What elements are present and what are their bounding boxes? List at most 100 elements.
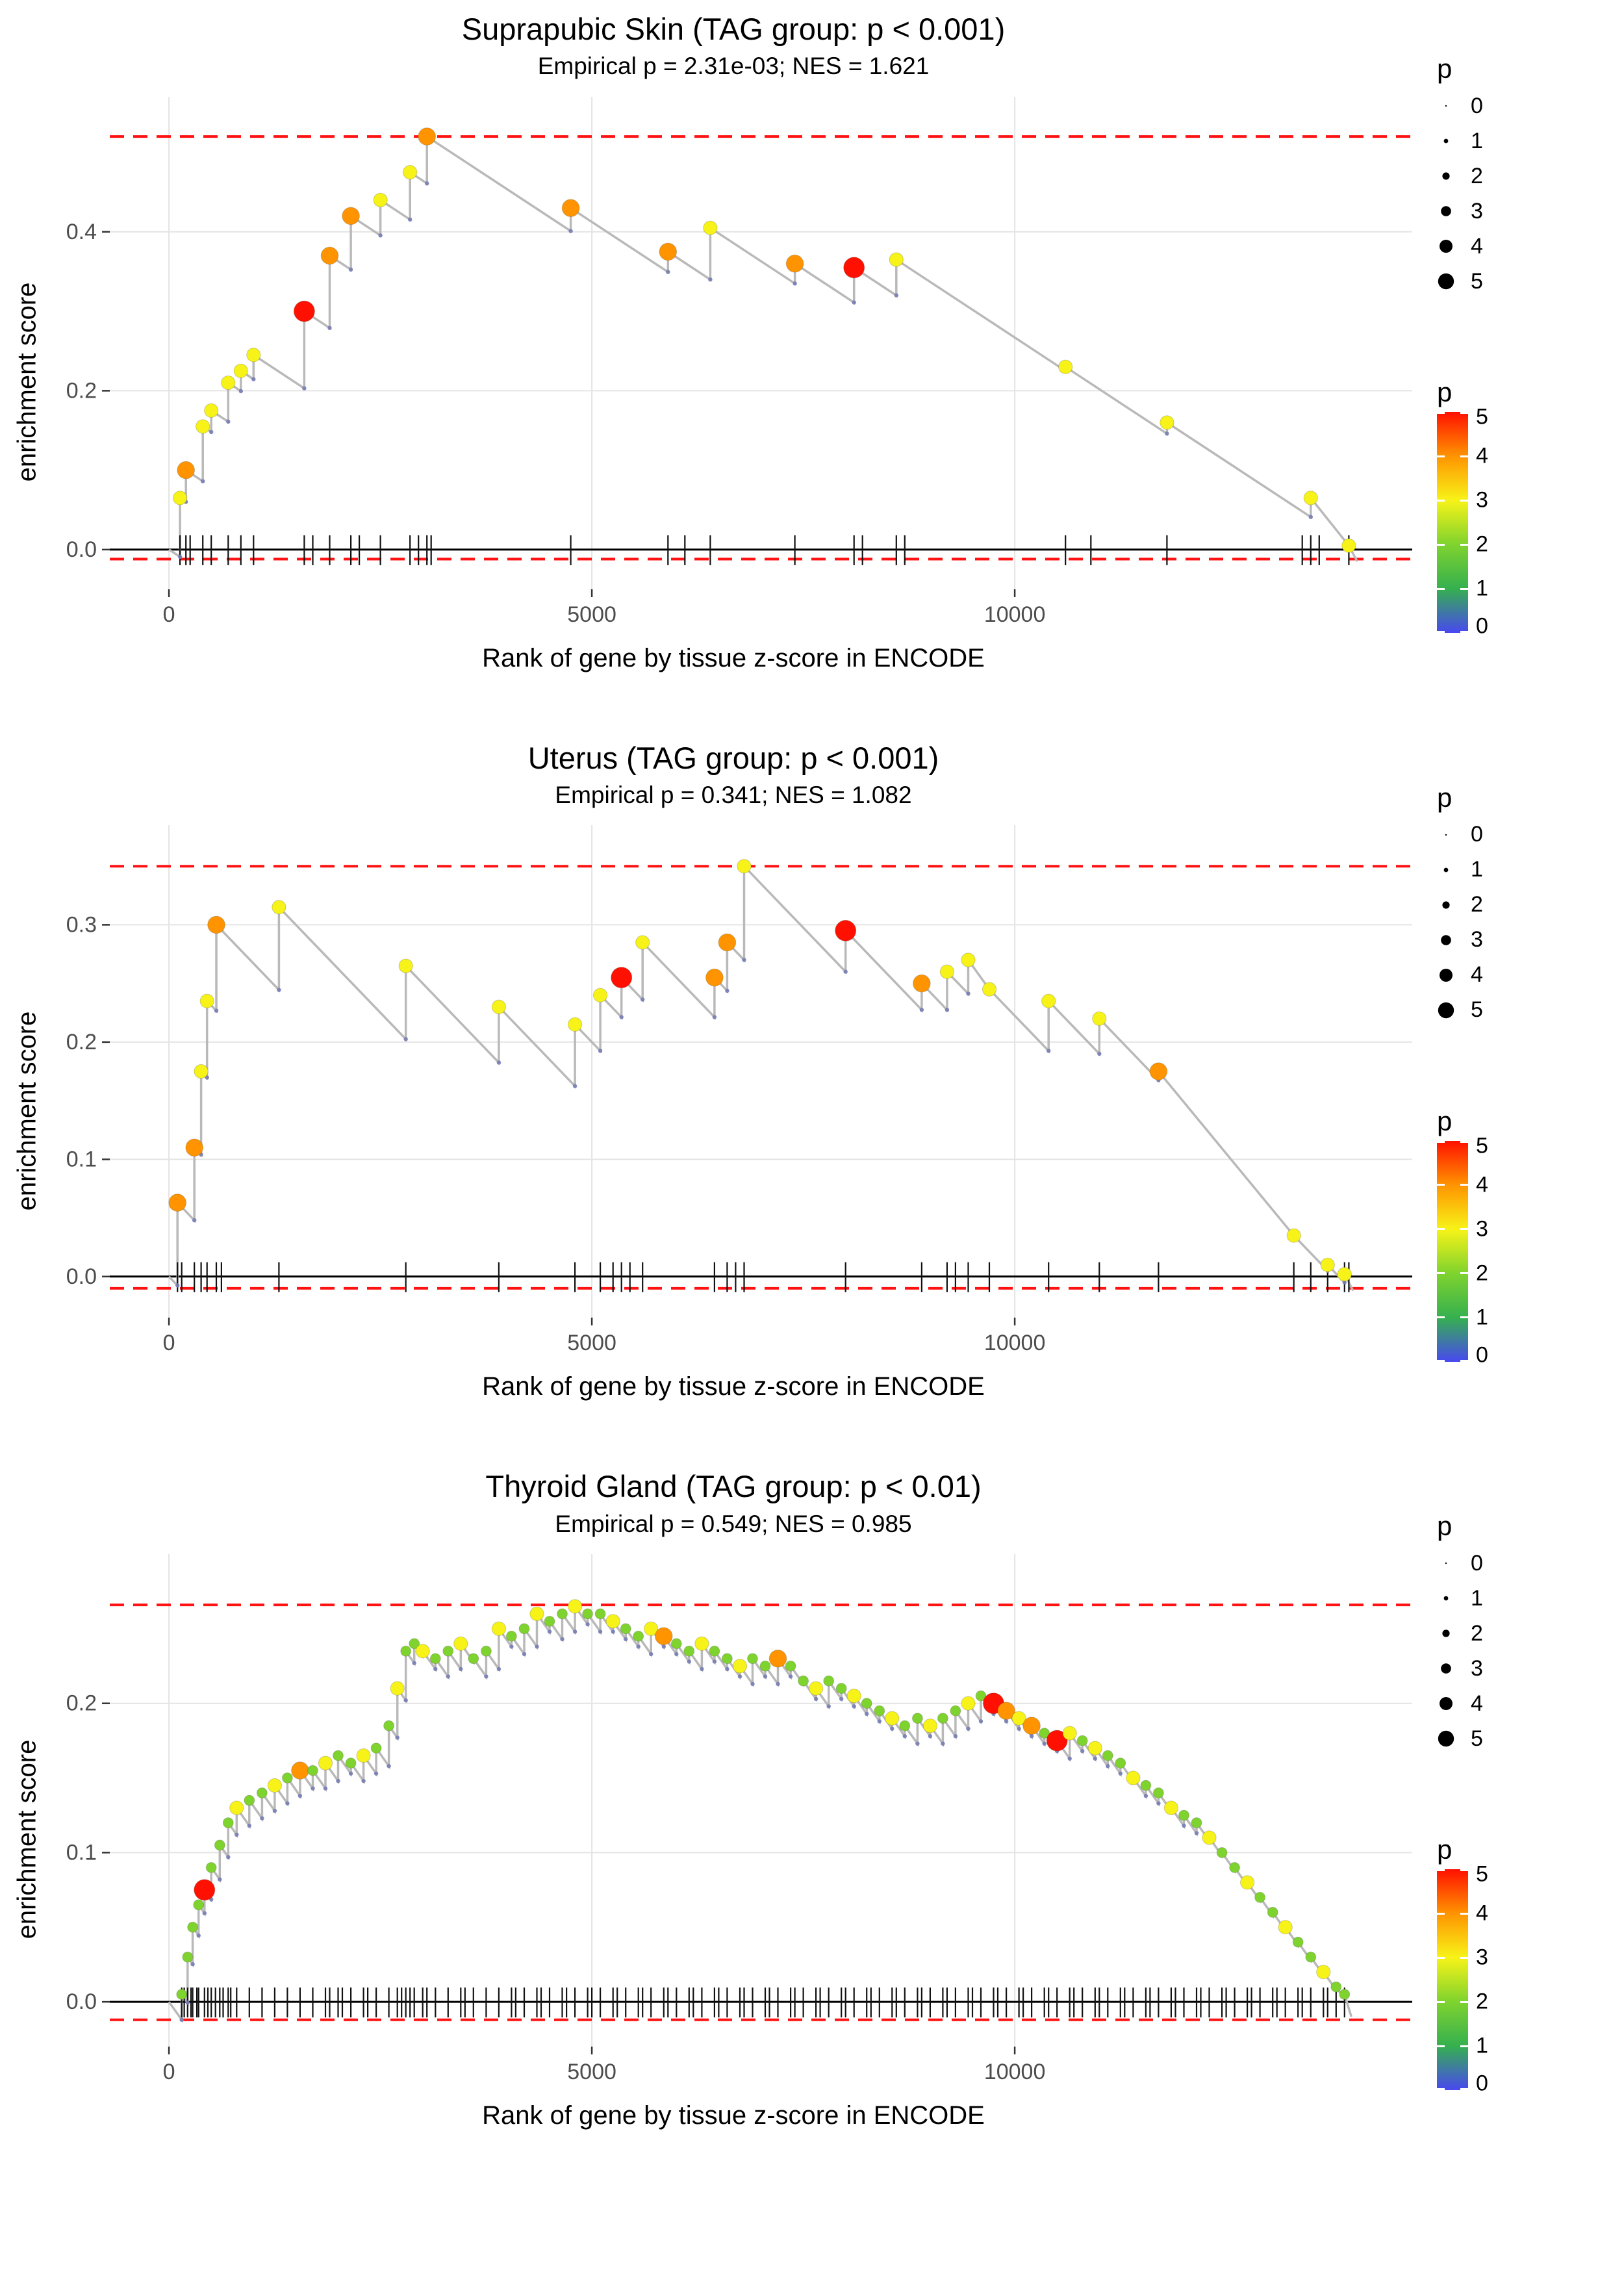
dip-dot	[238, 389, 243, 393]
colorbar-tick	[1460, 1272, 1468, 1275]
dip-dot	[196, 1934, 201, 1938]
dip-dot	[560, 1637, 565, 1642]
dip-dot	[598, 1049, 603, 1054]
colorbar-tick	[1437, 1912, 1445, 1915]
data-point	[605, 1614, 620, 1629]
data-point	[703, 220, 718, 235]
dip-dot	[1067, 1756, 1072, 1761]
colorbar-label: 2	[1476, 531, 1488, 557]
data-point	[1305, 1952, 1317, 1963]
dip-dot	[611, 1629, 615, 1634]
data-point	[168, 1194, 186, 1212]
data-point	[342, 207, 360, 225]
data-point	[373, 192, 388, 207]
data-point	[722, 1653, 733, 1665]
data-point	[356, 1748, 371, 1763]
dip-dot	[598, 1629, 603, 1634]
dip-dot	[260, 1816, 264, 1821]
dip-dot	[298, 1794, 303, 1798]
data-point	[1149, 1062, 1168, 1081]
enrichment-plot-3: 0 5000 10000 0.0 0.1 0.2	[48, 1546, 1419, 2106]
data-point	[737, 859, 752, 874]
dip-dot	[636, 1644, 641, 1649]
size-legend-label: 1	[1471, 128, 1483, 153]
data-point	[1316, 1965, 1331, 1980]
size-legend-item: 2	[1430, 159, 1616, 194]
dip-dot	[395, 1735, 400, 1740]
y-tick-label: 0.2	[66, 378, 97, 403]
data-point	[557, 1608, 568, 1620]
data-point	[320, 246, 339, 265]
data-point	[185, 1138, 203, 1157]
dip-dot	[641, 997, 645, 1003]
data-point	[1039, 1728, 1050, 1739]
size-legend-item: 3	[1430, 194, 1616, 229]
data-point	[1286, 1229, 1301, 1244]
size-legend-item: 1	[1430, 123, 1616, 159]
colorbar-label: 5	[1476, 1861, 1488, 1887]
dip-dot	[919, 1008, 924, 1012]
size-legend-label: 3	[1471, 1655, 1483, 1681]
data-point	[491, 1621, 507, 1637]
y-axis-title-text: enrichment score	[12, 1011, 42, 1211]
dip-dot	[425, 181, 429, 186]
data-point	[282, 1772, 293, 1784]
dip-dot	[915, 1741, 920, 1746]
size-legend-dot-icon	[1442, 172, 1450, 180]
dip-dot	[1106, 1764, 1110, 1769]
colorbar-label: 0	[1476, 2071, 1488, 2096]
dip-dot	[226, 1855, 231, 1859]
data-point	[982, 982, 997, 997]
size-legend-dot-icon	[1440, 968, 1453, 982]
data-point	[370, 1743, 382, 1754]
data-point	[939, 964, 955, 980]
data-point	[823, 1676, 835, 1687]
data-point	[1163, 1800, 1179, 1815]
enrichment-plot-2: 0 5000 10000 0.0 0.1 0.2 0.3	[48, 817, 1419, 1377]
data-point	[246, 347, 261, 363]
x-tick-label: 0	[163, 2060, 175, 2084]
data-point	[568, 1599, 583, 1614]
colorbar-label: 1	[1476, 2033, 1488, 2058]
data-point	[1339, 1989, 1351, 2000]
panel-thyroid-gland: enrichment score Thyroid Gland (TAG grou…	[6, 1469, 1618, 2130]
dip-dot	[793, 281, 797, 286]
dip-dot	[387, 1764, 391, 1769]
data-point	[390, 1681, 405, 1696]
data-point	[732, 1659, 748, 1674]
colorbar-tick	[1437, 1184, 1445, 1186]
dip-dot	[327, 326, 332, 330]
data-point	[205, 1862, 217, 1874]
dip-dot	[1342, 1281, 1347, 1285]
size-legend-title: p	[1437, 53, 1453, 84]
data-point	[670, 1638, 682, 1650]
dip-dot	[585, 1622, 590, 1627]
data-point	[1076, 1735, 1088, 1746]
dip-dot	[179, 2017, 184, 2023]
y-axis-title-1: enrichment score	[6, 12, 48, 673]
panel-title-2: Uterus (TAG group: p < 0.001)	[527, 740, 939, 775]
colorbar-tick	[1437, 2045, 1445, 2047]
dip-dot	[725, 989, 730, 993]
dip-dot	[750, 1681, 755, 1687]
dip-dot	[890, 1726, 894, 1731]
data-point	[307, 1765, 318, 1776]
colorbar-label: 2	[1476, 1989, 1488, 2014]
data-point	[620, 1623, 631, 1635]
dip-dot	[1194, 1831, 1199, 1835]
dip-dot	[776, 1681, 780, 1687]
dip-dot	[945, 1008, 950, 1012]
colorbar-tick	[1437, 1140, 1445, 1143]
data-point	[1320, 1258, 1335, 1273]
colorbar-tick	[1460, 2045, 1468, 2047]
colorbar-tick	[1460, 2088, 1468, 2091]
data-point	[874, 1706, 885, 1717]
dip-dot	[214, 1008, 219, 1014]
size-legend-label: 3	[1471, 198, 1483, 224]
colorbar-tick	[1437, 2000, 1445, 2003]
data-point	[1140, 1780, 1152, 1791]
dip-dot	[1118, 1771, 1123, 1776]
